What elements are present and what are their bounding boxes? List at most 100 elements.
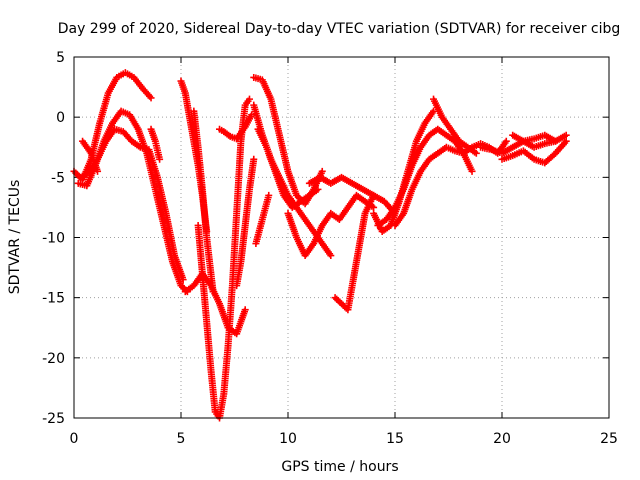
series-track-k [233,155,258,290]
data-point-run [154,175,170,215]
series-track-o [252,191,273,248]
data-point-run [349,248,362,288]
x-tick-label: 20 [493,431,511,447]
data-point-run [259,78,274,101]
data-point-run [430,97,445,119]
data-point-run [127,113,141,131]
data-point-run [436,126,449,138]
data-point-run [207,368,219,414]
data-point-run [96,91,112,125]
data-point-run [234,125,248,141]
data-point-run [380,223,393,234]
data-point-run [183,283,196,294]
data-point-run [233,260,245,287]
data-point-run [344,284,356,312]
data-point [502,137,510,145]
data-point-run [143,151,159,191]
data-point [562,137,570,145]
series-track-b [74,107,191,296]
x-tick-label: 10 [279,431,297,447]
data-point-run [290,199,303,210]
data-point-run [371,192,387,204]
data-point-run [500,144,515,156]
data-point-run [457,138,470,150]
data-point-run [79,170,91,180]
series-track-t [374,125,476,229]
data-point-run [318,174,333,186]
data-point-run [80,139,94,156]
data-point-run [307,174,322,186]
data-point-run [427,150,440,162]
series-track-v [430,95,480,157]
x-tick-label: 25 [600,431,618,447]
data-point-run [294,205,308,222]
data-point-run [246,157,257,191]
data-point-run [121,129,134,144]
data-point-run [553,139,569,156]
y-tick-label: -15 [42,291,65,307]
data-point [314,185,322,193]
data-point-run [445,144,457,154]
data-point-run [448,127,462,144]
data-point-run [200,271,214,288]
data-point-run [252,74,264,83]
data-point-run [237,224,249,263]
data-point-run [453,147,465,157]
data-point-run [302,217,316,234]
data-point [179,276,187,284]
data-point-run [228,212,241,287]
data-point-run [105,75,120,95]
data-point-run [511,148,525,159]
data-point-run [329,174,344,186]
data-point-run [221,129,233,139]
data-point-run [203,236,217,293]
data-point-run [216,302,231,330]
series-track-c [76,125,187,284]
data-point-run [436,144,449,156]
series-track-r [331,191,378,314]
data-point-run [285,169,300,197]
data-point-run [418,157,432,174]
data-point-run [409,169,424,191]
data-point-run [220,344,232,396]
data-point-run [299,193,312,204]
data-point-run [553,132,568,144]
data-point-run [543,132,558,144]
data-point-run [259,194,272,221]
data-point-run [263,145,278,173]
data-point-run [103,127,117,144]
series-track-y [509,131,559,145]
data-point-run [542,151,558,166]
series-track-e [147,125,164,163]
data-point-run [418,133,432,150]
data-point-run [355,212,369,251]
plot-frame [73,56,610,419]
data-point-run [339,301,350,312]
y-axis-ticks: -25 -20 -15 -10 -5 0 5 [42,50,609,427]
data-point-run [190,109,202,149]
data-point-run [228,133,238,142]
data-point-run [199,188,210,239]
data-point-run [350,180,365,192]
data-point-run [339,174,354,186]
data-point-run [243,97,252,107]
data-point-run [213,410,222,420]
series-track-n [254,125,322,211]
data-point-run [162,212,178,257]
data-point-run [203,320,215,372]
y-axis-label: SDTVAR / TECUs [7,180,23,295]
data-point-run [241,187,253,227]
data-point-run [439,115,453,131]
data-point-run [400,163,415,191]
data-point-run [465,144,479,156]
data-point [562,131,570,139]
data-point-run [160,224,176,263]
x-axis-label: GPS time / hours [281,459,398,475]
data-point-run [311,223,325,246]
data-point-run [413,121,428,143]
data-point-run [285,211,300,239]
series-track-p [284,191,378,260]
data-point-run [76,180,89,189]
data-point-run [422,109,436,125]
